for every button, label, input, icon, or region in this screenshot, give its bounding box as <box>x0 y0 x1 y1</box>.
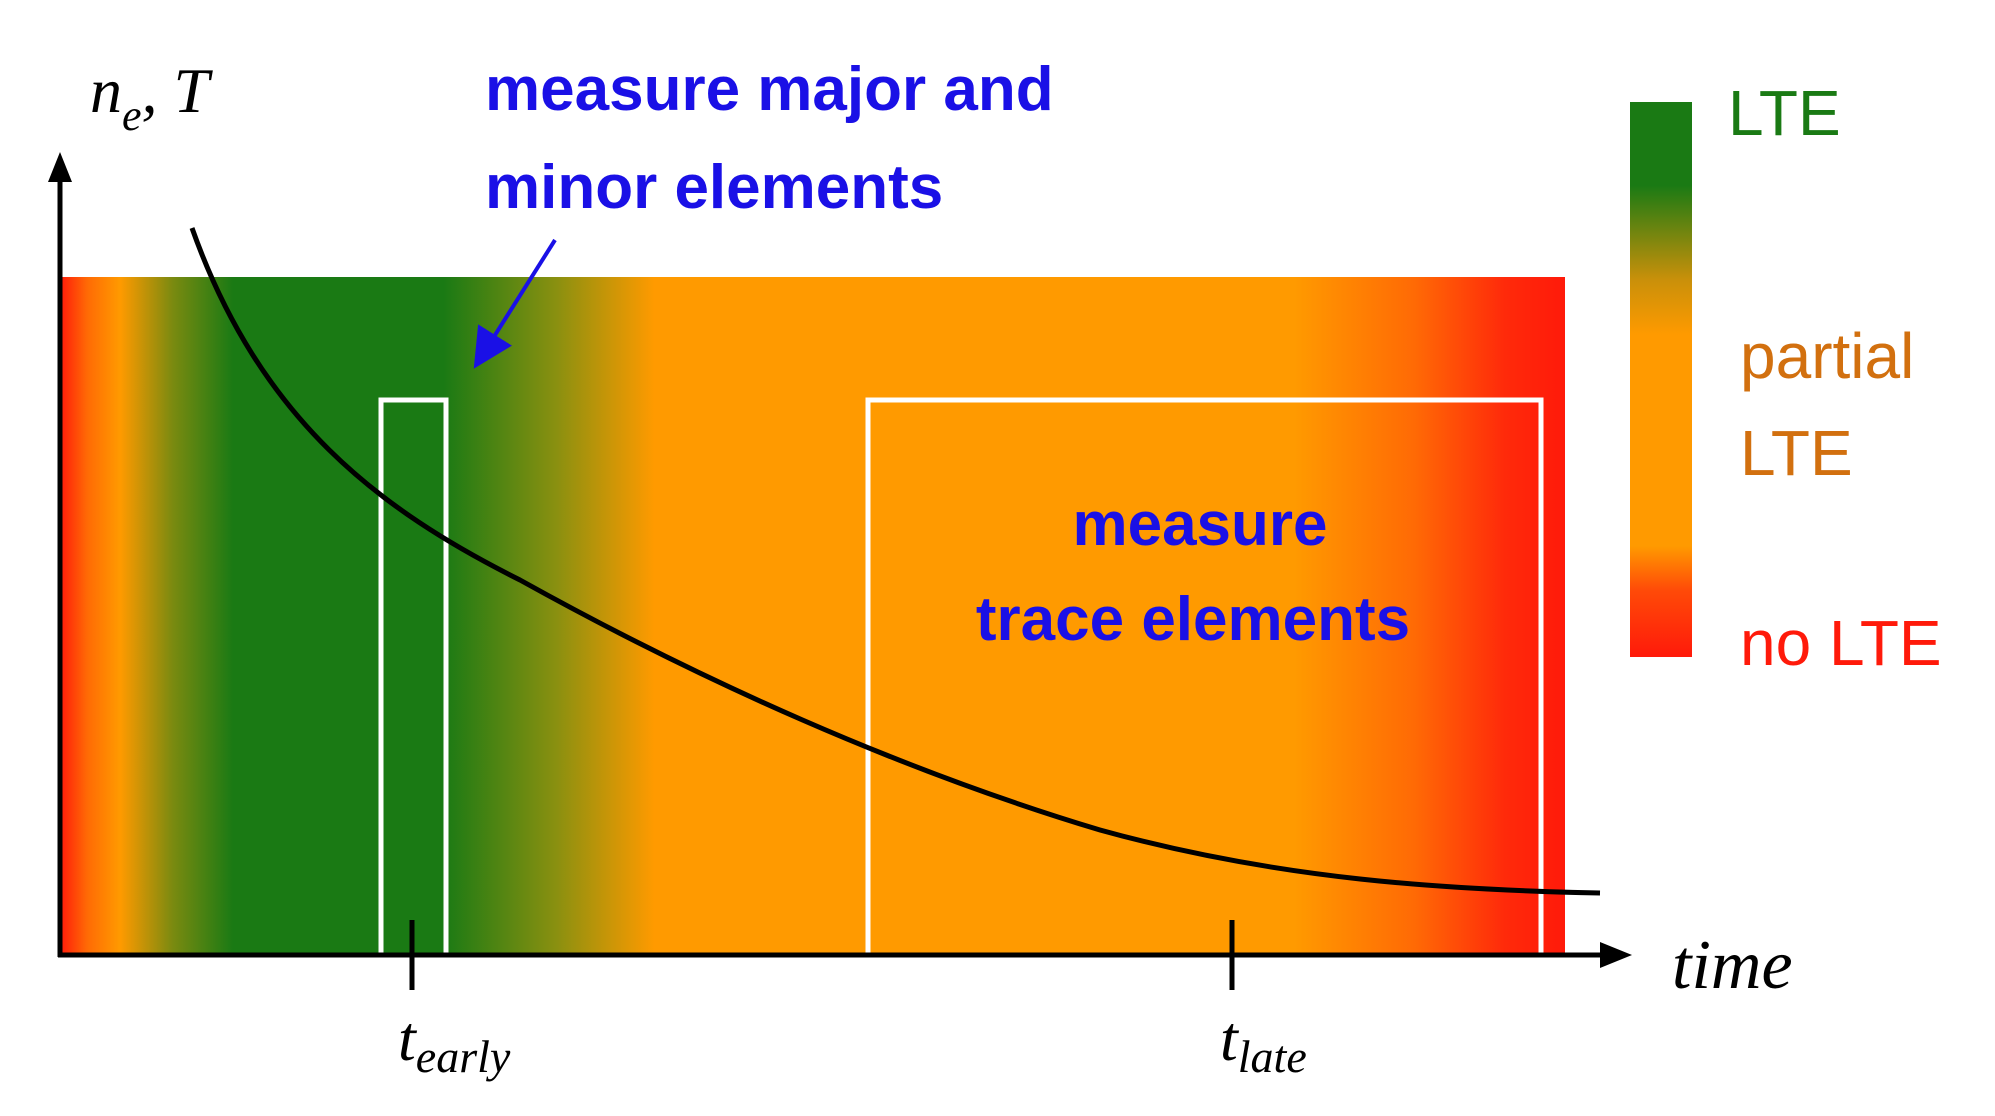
tick-label-late: tlate <box>1220 1003 1307 1082</box>
x-axis-label: time <box>1672 927 1793 1004</box>
equilibrium-band <box>60 277 1565 954</box>
annotation-early-line1: measure major and <box>485 55 1054 124</box>
y-label-sub: e <box>122 91 142 140</box>
x-axis-arrowhead <box>1600 942 1632 968</box>
annotation-early-line2: minor elements <box>485 153 943 222</box>
y-label-rest: , T <box>142 55 214 126</box>
late-window <box>865 397 1544 963</box>
y-axis-arrowhead <box>48 152 72 182</box>
annotation-late-line2: trace elements <box>976 585 1410 654</box>
y-axis-label: ne, T <box>90 55 214 140</box>
legend-color-bar <box>1630 102 1692 657</box>
y-label-main: n <box>90 55 122 126</box>
legend-partial-line2: LTE <box>1740 417 1853 489</box>
annotation-late-line1: measure <box>1072 490 1327 559</box>
legend-partial-line1: partial <box>1740 320 1914 392</box>
decay-curve <box>189 227 1601 896</box>
legend-lte: LTE <box>1728 77 1841 149</box>
tick-label-early: tearly <box>398 1003 511 1082</box>
annotation-arrow <box>473 238 557 369</box>
legend-no-lte: no LTE <box>1740 607 1942 679</box>
